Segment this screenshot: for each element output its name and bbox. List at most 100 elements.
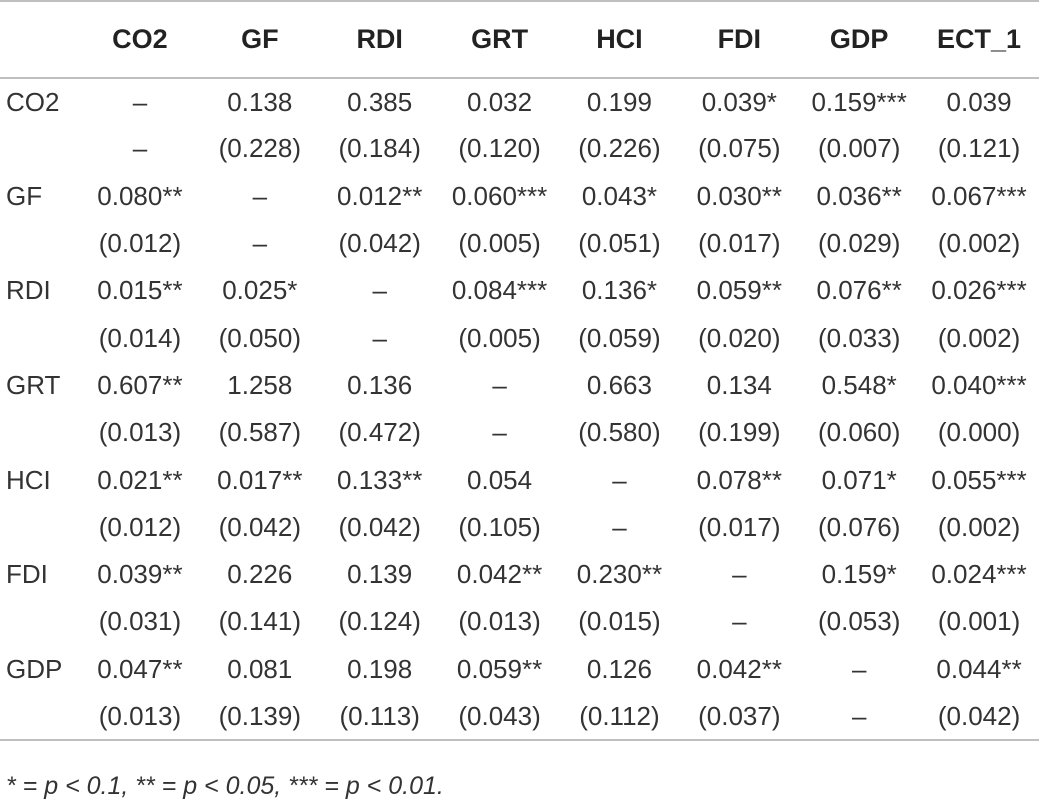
table-cell: –: [132, 86, 148, 117]
table-cell: 0.039**: [97, 559, 183, 590]
table-cell: (0.060): [817, 417, 901, 448]
table-cell: 0.084***: [451, 275, 548, 306]
table-cell: –: [492, 417, 507, 448]
table-row: (0.012) (0.042) (0.042) (0.105) – (0.017) (0.0…: [0, 504, 1039, 551]
table-cell: 0.055***: [931, 464, 1027, 495]
row-label: RDI: [6, 275, 51, 306]
header-cell: ECT_1: [919, 0, 1039, 79]
table-cell: (0.053): [817, 606, 901, 637]
table-cell: –: [732, 559, 747, 590]
header-cell: GF: [199, 0, 320, 79]
table-cell: 0.015**: [97, 275, 183, 306]
table-cell: (0.002): [937, 322, 1021, 353]
table-cell: (0.001): [937, 606, 1021, 637]
table-cell: (0.472): [338, 417, 421, 448]
table-row: (0.012) – (0.042) (0.005) (0.051) (0.017) (0.0…: [0, 220, 1039, 267]
table-cell: (0.002): [937, 228, 1021, 259]
table-cell: 0.136: [347, 369, 413, 400]
table-cell: (0.051): [578, 228, 661, 259]
table-cell: 0.607**: [97, 369, 183, 400]
table-row: (0.013) (0.139) (0.113) (0.043) (0.112) (0.03…: [0, 692, 1039, 742]
row-label: GDP: [6, 653, 63, 684]
table-cell: (0.141): [218, 606, 301, 637]
table-cell: –: [799, 692, 920, 742]
table-cell: 0.012**: [337, 180, 423, 211]
table-cell: –: [851, 653, 867, 684]
row-label: GRT: [6, 369, 61, 400]
table-cell: (0.105): [458, 511, 541, 542]
table-row: GF 0.080** – 0.012** 0.060*** 0.043* 0.030** 0.…: [0, 173, 1039, 220]
table-cell: 0.133**: [337, 464, 423, 495]
table-cell: (0.050): [218, 322, 301, 353]
row-label: [0, 125, 80, 172]
table-cell: (0.059): [578, 322, 661, 353]
row-label: [0, 598, 80, 645]
table-cell: 0.076**: [816, 275, 902, 306]
table-cell: (0.017): [698, 511, 781, 542]
table-cell: –: [372, 275, 387, 306]
row-label: [0, 692, 80, 742]
table-cell: (0.076): [817, 511, 901, 542]
row-label: FDI: [6, 559, 48, 590]
table-cell: (0.017): [698, 228, 781, 259]
table-cell: (0.228): [218, 133, 301, 164]
table-cell: (0.000): [937, 417, 1021, 448]
table-cell: (0.121): [937, 133, 1021, 164]
table-cell: 0.067***: [931, 180, 1027, 211]
table-cell: (0.033): [817, 322, 901, 353]
table-cell: (0.139): [199, 692, 320, 742]
table-header: CO2 GF RDI GRT HCI FDI GDP ECT_1: [0, 0, 1039, 79]
table-cell: 0.040***: [931, 369, 1027, 400]
table-cell: 0.385: [347, 86, 413, 117]
table-cell: 0.043*: [581, 180, 658, 211]
table-cell: 0.663: [586, 369, 652, 400]
header-row: CO2 GF RDI GRT HCI FDI GDP ECT_1: [0, 0, 1039, 79]
table-cell: (0.013): [458, 606, 541, 637]
table-cell: 0.024***: [931, 559, 1027, 590]
table-cell: (0.042): [919, 692, 1039, 742]
row-label: GF: [6, 180, 43, 211]
table-row: HCI 0.021** 0.017** 0.133** 0.054 – 0.078** 0.0…: [0, 456, 1039, 503]
table-cell: –: [492, 369, 507, 400]
table-row: RDI 0.015** 0.025* – 0.084*** 0.136* 0.059** 0.…: [0, 267, 1039, 314]
header-cell: RDI: [319, 0, 440, 79]
table-cell: (0.184): [338, 133, 421, 164]
table-cell: 0.036**: [816, 180, 902, 211]
row-label: [0, 504, 80, 551]
table-cell: 0.047**: [97, 653, 183, 684]
table-cell: 0.059**: [456, 653, 543, 684]
results-table: CO2 GF RDI GRT HCI FDI GDP ECT_1 CO2 – 0.138 0.385…: [0, 0, 1039, 742]
header-cell: CO2: [80, 0, 200, 79]
table-body: CO2 – 0.138 0.385 0.032 0.199 0.039* 0.159*** 0.…: [0, 78, 1039, 742]
table-cell: 1.258: [227, 369, 293, 400]
table-cell: 0.199: [586, 86, 652, 117]
table-cell: (0.037): [679, 692, 800, 742]
table-cell: 0.060***: [451, 180, 548, 211]
table-row: (0.014) (0.050) – (0.005) (0.059) (0.020) (0.0…: [0, 314, 1039, 361]
table-cell: 0.042**: [456, 559, 543, 590]
table-cell: 0.059**: [696, 275, 782, 306]
table-cell: (0.015): [578, 606, 661, 637]
table-row: (0.013) (0.587) (0.472) – (0.580) (0.199) (0.0…: [0, 409, 1039, 456]
table-cell: 0.548*: [821, 369, 897, 400]
table-cell: –: [612, 511, 627, 542]
table-cell: –: [252, 228, 268, 259]
table-cell: (0.005): [458, 322, 541, 353]
row-label: HCI: [6, 464, 51, 495]
header-cell: HCI: [559, 0, 680, 79]
table-cell: –: [732, 606, 747, 637]
table-cell: 0.025*: [222, 275, 298, 306]
table-cell: 0.017**: [217, 464, 303, 495]
table-cell: 0.021**: [97, 464, 183, 495]
table-cell: 0.081: [227, 653, 293, 684]
table-cell: 0.159*: [821, 559, 897, 590]
table-cell: (0.013): [80, 692, 200, 742]
table-footnote: * = p < 0.1, ** = p < 0.05, *** = p < 0.…: [6, 772, 444, 800]
table-cell: 0.139: [347, 559, 413, 590]
table-row: (0.031) (0.141) (0.124) (0.013) (0.015) – (0.0…: [0, 598, 1039, 645]
table-cell: 0.138: [227, 86, 293, 117]
table-cell: (0.042): [338, 228, 421, 259]
table-cell: (0.042): [338, 511, 421, 542]
table-cell: 0.126: [586, 653, 652, 684]
table-cell: –: [612, 464, 627, 495]
